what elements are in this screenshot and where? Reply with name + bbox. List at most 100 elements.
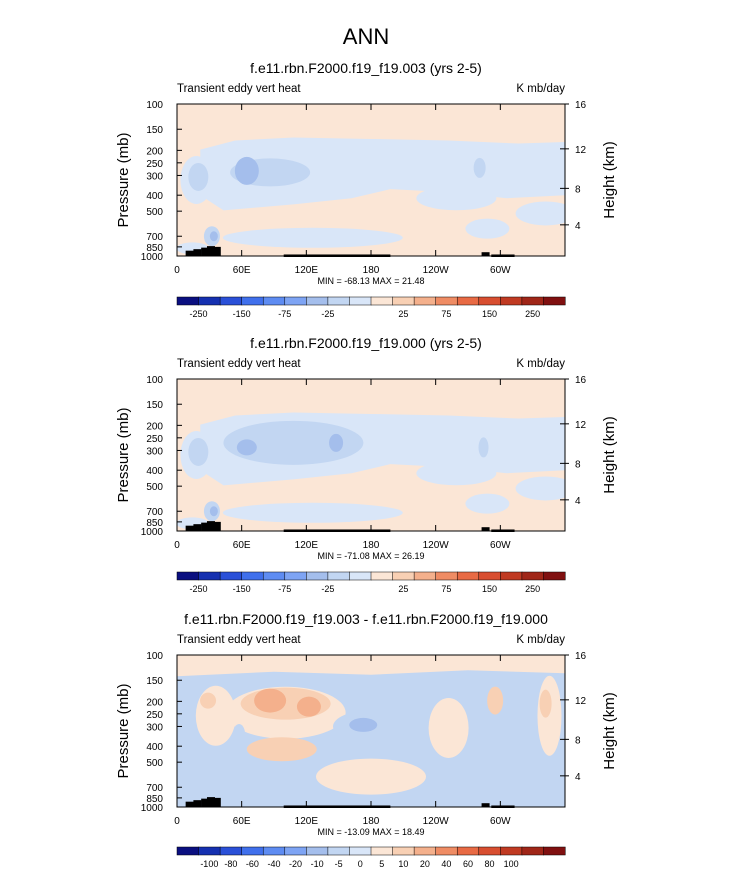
colorbar-swatch	[413, 571, 437, 581]
colorbar-swatch	[327, 846, 350, 856]
colorbar-label: 20	[420, 859, 430, 869]
panel-3: f.e11.rbn.F2000.f19_f19.003 - f.e11.rbn.…	[115, 611, 618, 869]
colorbar-swatch	[456, 296, 480, 306]
colorbar-swatch	[435, 846, 458, 856]
y-tick-label: 150	[146, 676, 163, 687]
x-tick-label: 120W	[423, 540, 450, 551]
colorbar-swatch	[349, 296, 372, 306]
light-red-region	[316, 758, 426, 795]
y-tick-label: 1000	[141, 527, 164, 538]
colorbar-swatch	[521, 571, 544, 581]
y-axis-label: Pressure (mb)	[115, 132, 132, 227]
colorbar-label: -60	[246, 859, 259, 869]
units-label: K mb/day	[516, 358, 565, 370]
dark-blue-region	[236, 439, 257, 456]
y-tick-label: 150	[146, 125, 163, 136]
x-tick-label: 120W	[423, 816, 450, 827]
y-tick-label: 200	[146, 697, 163, 708]
y-tick-label: 500	[146, 482, 163, 493]
y-tick-label: 200	[146, 146, 163, 157]
light-red-region	[537, 675, 562, 756]
colorbar-label: -25	[321, 584, 334, 594]
x-tick-label: 60W	[490, 816, 511, 827]
x-tick-label: 180	[363, 265, 380, 276]
medium-blue-region	[188, 437, 209, 466]
colorbar-label: -75	[278, 309, 291, 319]
left-label: Transient eddy vert heat	[177, 358, 301, 370]
y-tick-label: 850	[146, 794, 163, 805]
topography-block	[185, 250, 194, 256]
y-tick-label: 250	[146, 434, 163, 445]
y-tick-label: 400	[146, 742, 163, 753]
panel-title: f.e11.rbn.F2000.f19_f19.000 (yrs 2-5)	[250, 335, 482, 351]
y2-axis-label: Height (km)	[601, 141, 618, 219]
medium-blue-region	[177, 759, 201, 779]
colorbar-swatch	[413, 846, 437, 856]
colorbar-swatch	[370, 571, 394, 581]
medium-blue-region	[213, 782, 234, 795]
y-tick-label: 700	[146, 232, 163, 243]
topography-block	[201, 798, 210, 807]
y-tick-label: 250	[146, 159, 163, 170]
colorbar-swatch	[176, 296, 200, 306]
topography-block	[185, 525, 194, 531]
colorbar-swatch	[435, 571, 458, 581]
colorbar-label: -100	[200, 859, 218, 869]
colorbar-swatch	[413, 296, 437, 306]
medium-blue-region	[478, 437, 489, 458]
light-red-region	[195, 685, 236, 746]
colorbar-swatch	[198, 846, 221, 856]
y2-tick-label: 4	[575, 496, 581, 507]
contour-field	[177, 379, 565, 531]
strong-red-region	[254, 688, 287, 713]
light-blue-region	[222, 227, 403, 248]
dark-blue-region	[234, 156, 259, 185]
colorbar-label: 75	[441, 584, 451, 594]
colorbar-swatch	[176, 571, 200, 581]
medium-blue-region	[233, 724, 246, 745]
y2-tick-label: 8	[575, 459, 581, 470]
colorbar-swatch	[500, 296, 523, 306]
min-max-stats: MIN = -13.09 MAX = 18.49	[317, 827, 424, 837]
light-blue-region	[416, 186, 497, 211]
red-region	[200, 692, 217, 709]
colorbar-label: -150	[233, 584, 251, 594]
y2-tick-label: 16	[575, 651, 587, 662]
y-axis-label: Pressure (mb)	[115, 683, 132, 778]
y-tick-label: 100	[146, 651, 163, 662]
y-tick-label: 300	[146, 171, 163, 182]
colorbar-label: -10	[311, 859, 324, 869]
colorbar-swatch	[284, 296, 307, 306]
y-tick-label: 700	[146, 783, 163, 794]
colorbar-swatch	[241, 571, 264, 581]
colorbar-label: -250	[190, 309, 208, 319]
y2-tick-label: 8	[575, 735, 581, 746]
colorbar-swatch	[306, 296, 329, 306]
y2-tick-label: 4	[575, 221, 581, 232]
y2-tick-label: 12	[575, 145, 587, 156]
colorbar-swatch	[370, 846, 394, 856]
dark-blue-region	[329, 433, 344, 452]
y2-tick-label: 4	[575, 772, 581, 783]
colorbar-swatch	[370, 296, 394, 306]
colorbar-swatch	[478, 296, 501, 306]
y-tick-label: 300	[146, 722, 163, 733]
colorbar-swatch	[521, 296, 544, 306]
colorbar-label: 5	[379, 859, 384, 869]
light-blue-region	[222, 502, 403, 523]
topography-block	[193, 524, 202, 531]
colorbar-swatch	[262, 571, 286, 581]
colorbar-label: -20	[289, 859, 302, 869]
dark-blue-region	[209, 506, 218, 517]
colorbar-label: 250	[525, 584, 540, 594]
colorbar-swatch	[262, 296, 286, 306]
min-max-stats: MIN = -68.13 MAX = 21.48	[317, 276, 424, 286]
x-tick-label: 120W	[423, 265, 450, 276]
colorbar-swatch	[521, 846, 544, 856]
colorbar-swatch	[198, 296, 221, 306]
colorbar-swatch	[306, 571, 329, 581]
colorbar-label: -80	[224, 859, 237, 869]
colorbar-swatch	[284, 571, 307, 581]
colorbar-swatch	[349, 571, 372, 581]
